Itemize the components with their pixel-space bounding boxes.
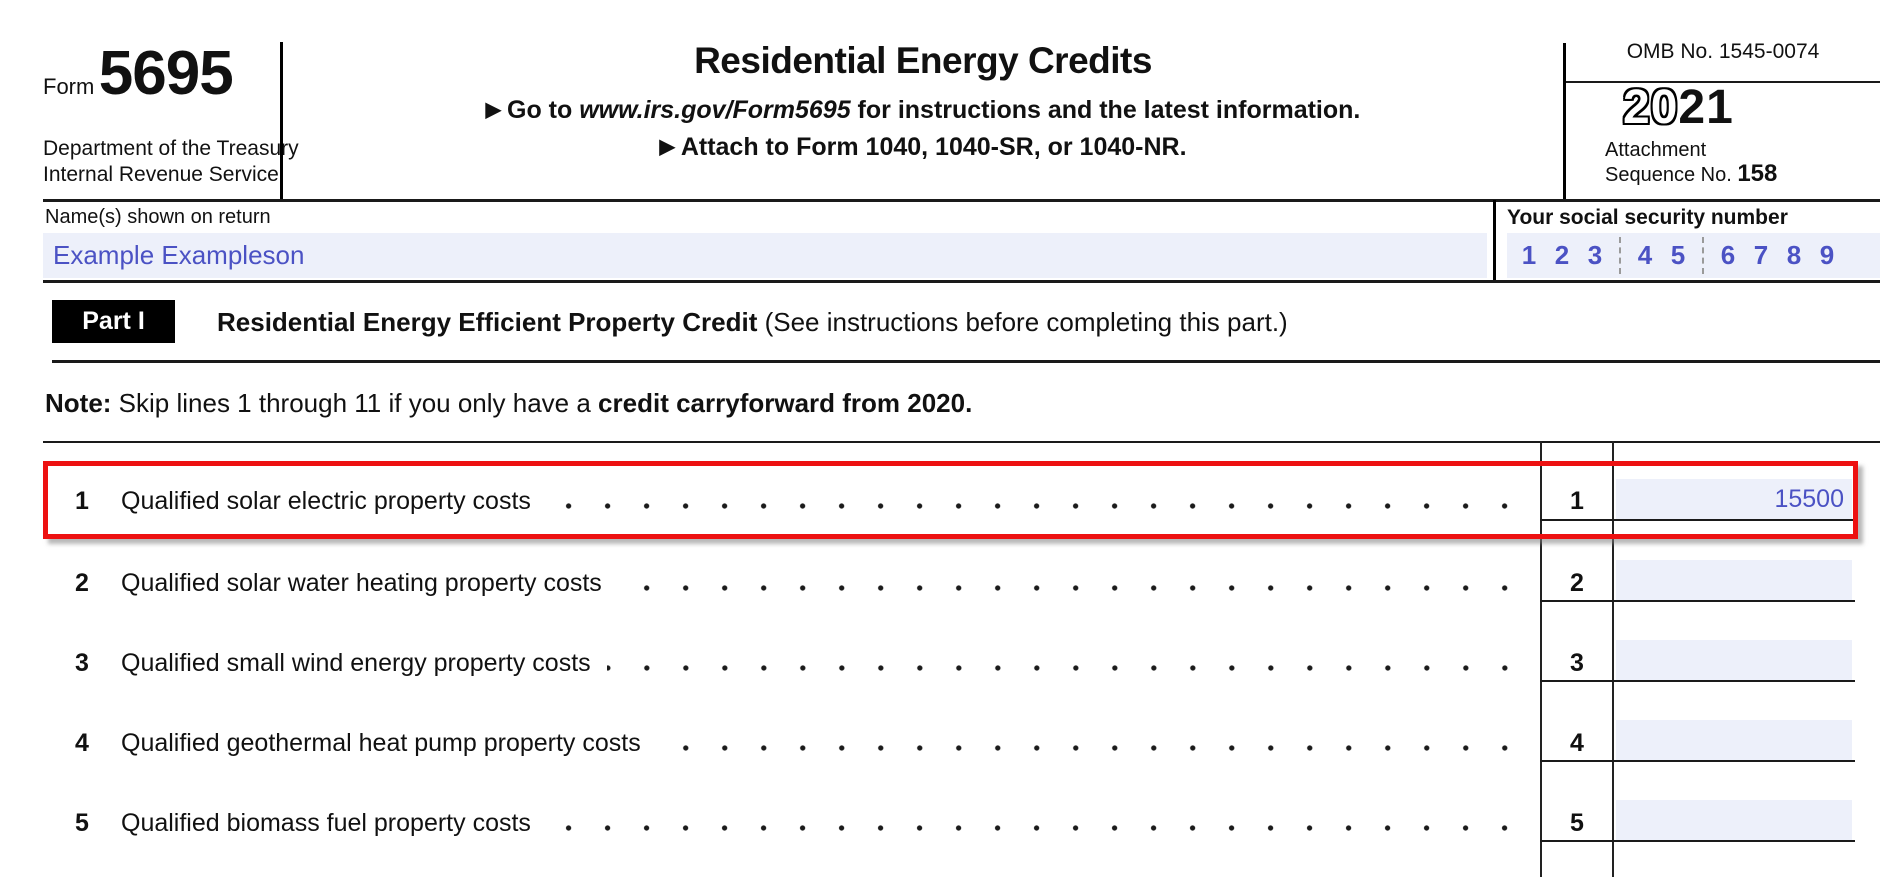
ssn-digit: 3: [1587, 240, 1603, 270]
ssn-digit: 5: [1670, 240, 1686, 270]
dot-leader: [546, 501, 1524, 511]
goto-instruction-line: ▶ Go to www.irs.gov/Form5695 for instruct…: [283, 96, 1563, 125]
name-ssn-divider: [1493, 200, 1496, 282]
table-vline-left: [1540, 441, 1542, 877]
name-label: Name(s) shown on return: [45, 206, 271, 228]
part1-title: Residential Energy Efficient Property Cr…: [217, 307, 1288, 338]
agency-line-1: Department of the Treasury: [43, 137, 299, 160]
form-id-block: Form 5695: [43, 38, 278, 109]
note-bold: Note:: [45, 388, 119, 418]
omb-block: OMB No. 1545-0074: [1566, 40, 1880, 64]
omb-number: OMB No. 1545-0074: [1626, 40, 1820, 63]
header-divider-left: [280, 42, 283, 200]
right-arrow-icon: ▶: [485, 99, 501, 121]
irs-url-text: www.irs.gov/Form5695: [579, 96, 851, 124]
goto-prefix: Go to: [507, 96, 580, 124]
attachment-label: Attachment: [1605, 139, 1707, 161]
goto-suffix: for instructions and the latest informat…: [850, 96, 1361, 124]
agency-line-2: Internal Revenue Service: [43, 163, 279, 186]
ssn-digit: 8: [1786, 240, 1802, 270]
sequence-number: 158: [1737, 160, 1778, 187]
ssn-input[interactable]: 1 2 3 4 5 6 7 8 9: [1507, 233, 1880, 278]
row-rule-3: [1540, 680, 1855, 682]
dot-leader: [656, 743, 1524, 753]
row-rule-1: [1540, 519, 1855, 521]
line-number: 3: [75, 649, 89, 677]
table-row-line-3: 3 Qualified small wind energy property c…: [75, 646, 1530, 680]
form-number: 5695: [98, 39, 234, 108]
line-box-number: 5: [1570, 809, 1584, 837]
line-description: Qualified biomass fuel property costs: [121, 809, 531, 837]
row-rule-2: [1540, 600, 1855, 602]
ssn-digit: 9: [1819, 240, 1835, 270]
right-arrow-icon: ▶: [659, 136, 675, 158]
table-top-rule: [43, 441, 1880, 443]
header-center: Residential Energy Credits ▶ Go to www.ir…: [283, 40, 1563, 162]
ssn-digit: 4: [1637, 240, 1653, 270]
agency-name: Department of the Treasury Internal Reve…: [43, 136, 299, 188]
ssn-digit: 7: [1753, 240, 1769, 270]
line-5-value-input[interactable]: [1616, 800, 1852, 840]
row-rule-5: [1540, 840, 1855, 842]
line-number: 4: [75, 729, 89, 757]
note-text: Skip lines 1 through 11 if you only have…: [118, 388, 599, 418]
row-highlight-box: [43, 461, 1858, 539]
row-rule-4: [1540, 760, 1855, 762]
line-box-number: 4: [1570, 729, 1584, 757]
table-row-line-2: 2 Qualified solar water heating property…: [75, 566, 1530, 600]
line-description: Qualified solar water heating property c…: [121, 569, 602, 597]
attach-text: Attach to Form 1040, 1040-SR, or 1040-NR…: [680, 133, 1187, 161]
line-2-value-input[interactable]: [1616, 560, 1852, 600]
attachment-sequence: Attachment Sequence No. 158: [1605, 138, 1777, 187]
line-number: 2: [75, 569, 89, 597]
name-band-bottom-rule: [43, 280, 1880, 283]
table-vline-right: [1612, 441, 1614, 877]
sequence-label: Sequence No.: [1605, 164, 1738, 186]
line-box-number: 2: [1570, 569, 1584, 597]
dot-leader: [606, 663, 1524, 673]
tax-year-bold: 21: [1678, 81, 1734, 134]
dot-leader: [546, 823, 1524, 833]
line-box-number: 1: [1570, 487, 1584, 515]
ssn-digit: 2: [1554, 240, 1570, 270]
table-row-line-4: 4 Qualified geothermal heat pump propert…: [75, 726, 1530, 760]
tax-year-outline: 20: [1623, 81, 1679, 134]
ssn-group-separator: [1702, 237, 1704, 274]
ssn-digit: 6: [1720, 240, 1736, 270]
note-bold-2: credit carryforward from 2020.: [598, 388, 973, 418]
part1-title-paren: (See instructions before completing this…: [764, 307, 1288, 337]
omb-underline: [1566, 81, 1880, 83]
dot-leader: [617, 583, 1524, 593]
part1-badge: Part I: [52, 300, 175, 343]
part1-title-bold: Residential Energy Efficient Property Cr…: [217, 307, 765, 337]
line-box-number: 3: [1570, 649, 1584, 677]
line-description: Qualified geothermal heat pump property …: [121, 729, 641, 757]
tax-year: 2021: [1623, 80, 1734, 135]
header-bottom-rule: [43, 199, 1880, 202]
form-word: Form: [43, 74, 95, 99]
line-3-value-input[interactable]: [1616, 640, 1852, 680]
line-description: Qualified solar electric property costs: [121, 487, 531, 515]
line-number: 5: [75, 809, 89, 837]
part1-underline: [52, 360, 1880, 363]
line-number: 1: [75, 487, 89, 515]
attach-instruction-line: ▶ Attach to Form 1040, 1040-SR, or 1040-N…: [283, 133, 1563, 162]
header-divider-right: [1563, 43, 1566, 200]
line-1-value-input[interactable]: 15500: [1616, 479, 1852, 519]
line-description: Qualified small wind energy property cos…: [121, 649, 591, 677]
note: Note: Skip lines 1 through 11 if you onl…: [45, 388, 972, 419]
table-row-line-5: 5 Qualified biomass fuel property costs: [75, 806, 1530, 840]
form-title: Residential Energy Credits: [694, 40, 1152, 81]
table-row-line-1: 1 Qualified solar electric property cost…: [75, 484, 1530, 518]
line-4-value-input[interactable]: [1616, 720, 1852, 760]
ssn-digit: 1: [1521, 240, 1537, 270]
ssn-group-separator: [1619, 237, 1621, 274]
ssn-label: Your social security number: [1507, 206, 1788, 229]
name-input[interactable]: Example Exampleson: [43, 233, 1487, 278]
